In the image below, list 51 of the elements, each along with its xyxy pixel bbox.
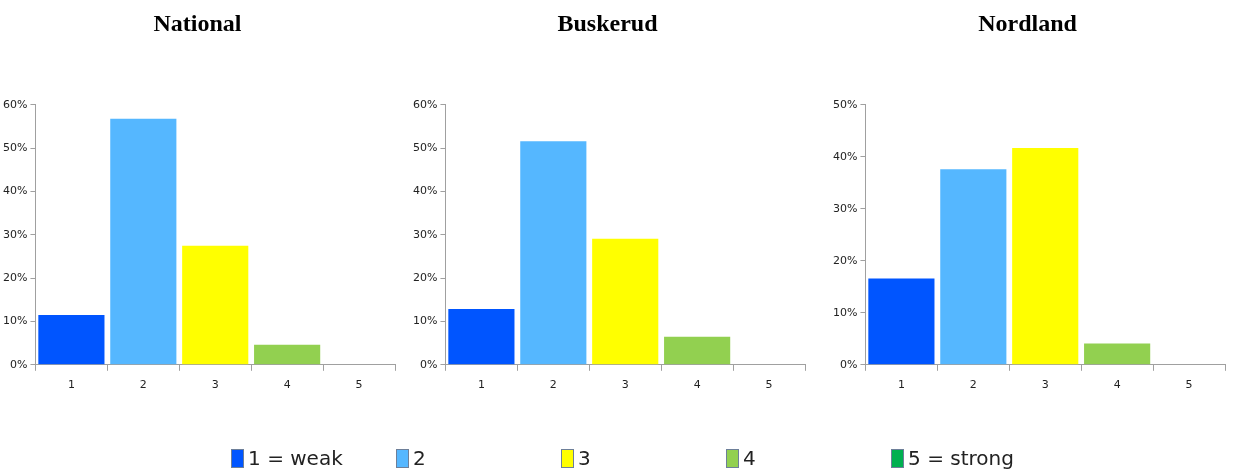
chart-title: Nordland (978, 9, 1078, 36)
x-tick-label: 1 (67, 378, 75, 392)
x-tick-label: 4 (693, 378, 701, 392)
y-tick-label: 30% (413, 227, 438, 241)
x-tick-label: 4 (283, 378, 291, 392)
chart-title: Buskerud (557, 9, 659, 36)
y-tick-label: 10% (3, 314, 28, 328)
legend-label: 3 (578, 446, 591, 470)
y-tick-label: 30% (833, 201, 858, 215)
x-tick-label: 5 (1185, 378, 1193, 392)
y-tick-label: 0% (420, 357, 438, 371)
y-tick-label: 50% (3, 140, 28, 154)
chart-title: National (153, 9, 242, 36)
x-tick-label: 2 (139, 378, 147, 392)
x-tick-label: 4 (1113, 378, 1121, 392)
y-tick-label: 60% (3, 97, 28, 111)
y-tick-label: 40% (413, 184, 438, 198)
y-tick-label: 20% (833, 253, 858, 267)
y-tick-label: 50% (413, 140, 438, 154)
y-tick-label: 20% (413, 270, 438, 284)
bar (1084, 343, 1151, 365)
bar (1012, 147, 1079, 365)
x-tick-label: 3 (621, 378, 629, 392)
y-tick-label: 40% (833, 149, 858, 163)
legend-label: 5 = strong (908, 446, 1014, 470)
y-tick-label: 50% (833, 97, 858, 111)
x-tick-label: 5 (355, 378, 363, 392)
y-tick-label: 10% (833, 305, 858, 319)
x-tick-label: 1 (897, 378, 905, 392)
y-tick-label: 40% (3, 184, 28, 198)
bar (254, 344, 321, 365)
bar (110, 118, 177, 365)
x-tick-label: 1 (477, 378, 485, 392)
bar (38, 314, 105, 365)
y-tick-label: 0% (10, 357, 28, 371)
y-tick-label: 60% (413, 97, 438, 111)
y-tick-label: 30% (3, 227, 28, 241)
bar (868, 278, 935, 365)
x-tick-label: 3 (1041, 378, 1049, 392)
x-tick-label: 3 (211, 378, 219, 392)
x-tick-label: 5 (765, 378, 773, 392)
bar (182, 245, 249, 365)
legend-label: 1 = weak (248, 446, 343, 470)
x-tick-label: 2 (549, 378, 557, 392)
bar (940, 169, 1007, 365)
x-tick-label: 2 (969, 378, 977, 392)
y-tick-label: 20% (3, 270, 28, 284)
legend-label: 4 (743, 446, 756, 470)
y-tick-label: 10% (413, 314, 438, 328)
y-tick-label: 0% (840, 357, 858, 371)
legend-label: 2 (413, 446, 426, 470)
